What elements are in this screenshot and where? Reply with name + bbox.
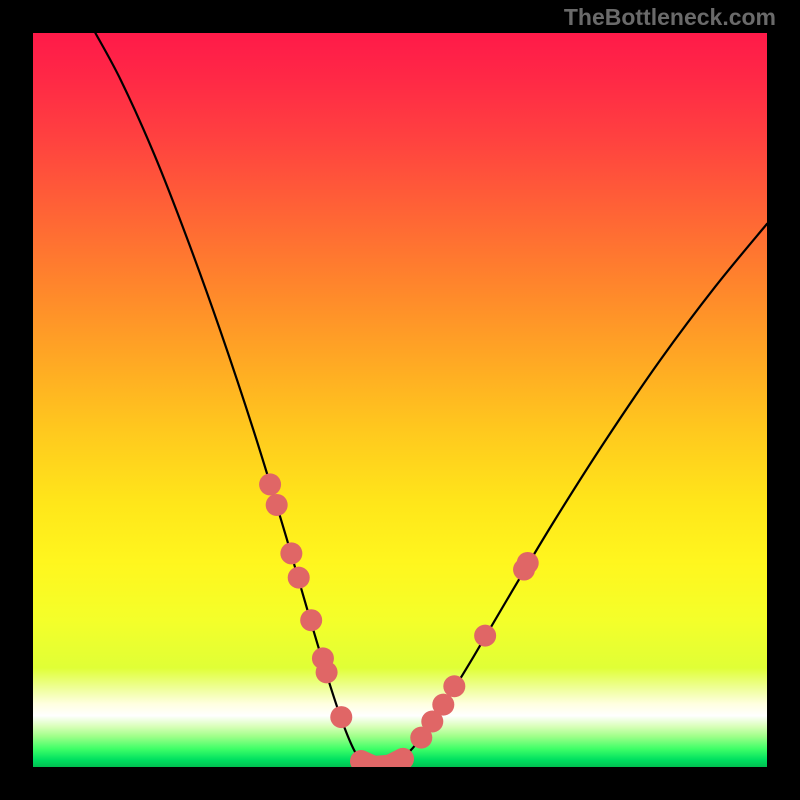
gradient-background: [33, 33, 767, 767]
chart-svg: [33, 33, 767, 767]
markers-right-dot: [432, 694, 454, 716]
markers-right-dot: [517, 552, 539, 574]
markers-left-dot: [266, 494, 288, 516]
watermark-text: TheBottleneck.com: [564, 4, 776, 31]
markers-left-dot: [330, 706, 352, 728]
markers-right-dot: [474, 625, 496, 647]
plot-area: [33, 33, 767, 767]
markers-left-dot: [280, 542, 302, 564]
markers-right-dot: [443, 675, 465, 697]
markers-left-dot: [316, 661, 338, 683]
markers-left-dot: [259, 473, 281, 495]
markers-left-dot: [300, 609, 322, 631]
canvas: TheBottleneck.com: [0, 0, 800, 800]
markers-left-dot: [288, 567, 310, 589]
